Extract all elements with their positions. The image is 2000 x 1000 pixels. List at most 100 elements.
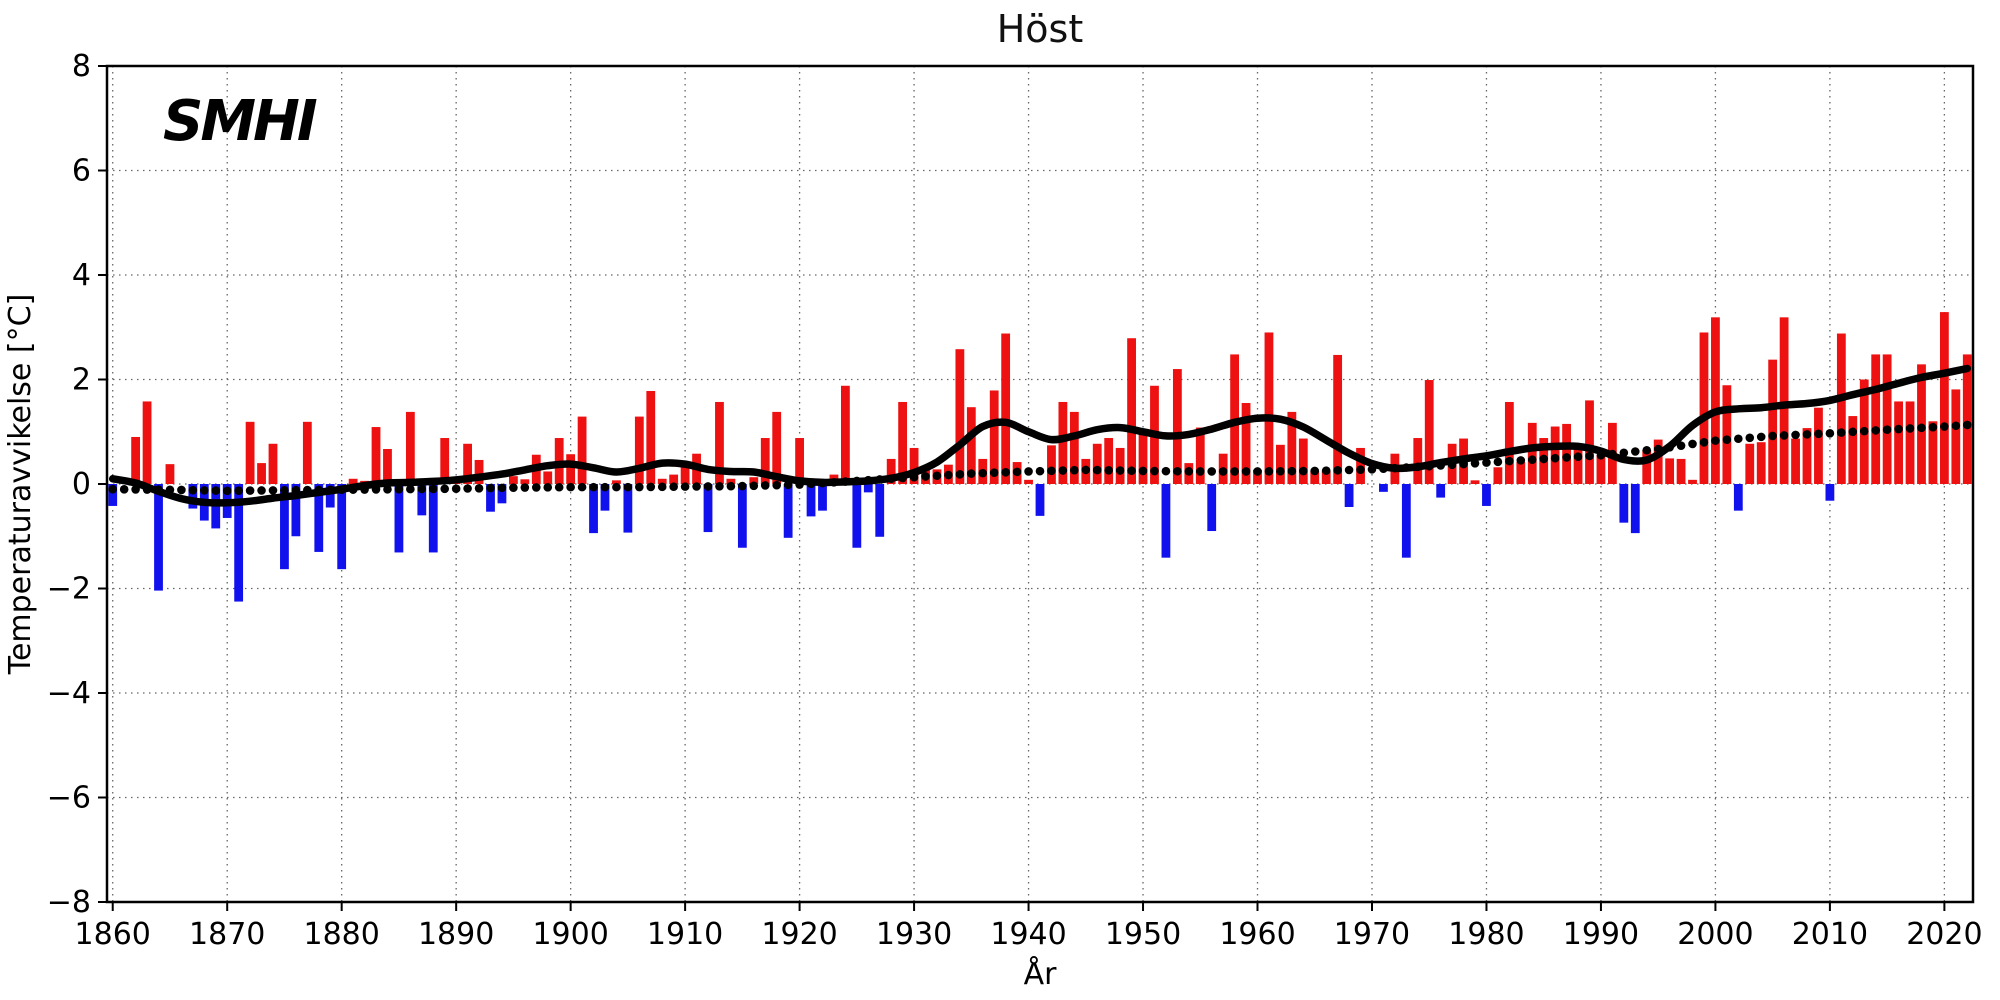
bar-2016 xyxy=(1894,401,1903,484)
bar-1867 xyxy=(188,484,198,509)
bar-1910 xyxy=(680,467,690,484)
bar-1968 xyxy=(1344,484,1354,507)
bar-1926 xyxy=(863,484,873,493)
bar-1879 xyxy=(325,484,335,508)
x-tick-1900: 1900 xyxy=(532,917,608,952)
bar-2003 xyxy=(1745,443,1755,484)
bar-1928 xyxy=(886,458,896,484)
bar-1960 xyxy=(1253,469,1262,484)
bar-1943 xyxy=(1058,401,1068,484)
bar-1993 xyxy=(1630,484,1640,534)
bar-1887 xyxy=(417,484,427,516)
bar-1874 xyxy=(268,443,278,484)
bar-1955 xyxy=(1195,427,1205,484)
bar-1883 xyxy=(371,427,381,484)
bar-1918 xyxy=(772,411,782,484)
bar-1902 xyxy=(589,484,598,534)
bar-2020 xyxy=(1939,312,1949,484)
x-tick-1960: 1960 xyxy=(1219,917,1295,952)
bar-1996 xyxy=(1665,458,1675,484)
x-tick-2020: 2020 xyxy=(1906,917,1982,952)
bar-1916 xyxy=(749,477,759,484)
bar-1965 xyxy=(1310,470,1320,484)
bar-1941 xyxy=(1035,484,1045,516)
bar-1990 xyxy=(1596,455,1606,484)
bar-1995 xyxy=(1653,439,1663,484)
bar-1875 xyxy=(280,484,289,570)
bar-1942 xyxy=(1047,445,1056,484)
bar-2001 xyxy=(1722,385,1732,484)
bar-1989 xyxy=(1585,400,1594,484)
bar-2007 xyxy=(1791,438,1800,484)
bar-2008 xyxy=(1802,428,1812,484)
bar-1871 xyxy=(234,484,244,602)
bar-2011 xyxy=(1836,333,1846,484)
bar-1973 xyxy=(1401,484,1411,558)
bar-1944 xyxy=(1069,411,1079,484)
x-tick-1930: 1930 xyxy=(876,917,952,952)
bar-1998 xyxy=(1688,479,1697,484)
y-tick--2: −2 xyxy=(47,572,91,607)
y-tick--8: −8 xyxy=(47,885,91,920)
bar-1909 xyxy=(669,474,679,484)
x-axis-label: År xyxy=(1024,956,1058,992)
bar-1888 xyxy=(428,484,438,553)
x-tick-1950: 1950 xyxy=(1105,917,1181,952)
bar-1908 xyxy=(657,478,667,484)
bar-1862 xyxy=(131,436,141,484)
bar-1938 xyxy=(1001,333,1011,484)
bar-2005 xyxy=(1768,359,1778,484)
bar-1999 xyxy=(1699,332,1709,484)
bar-2022 xyxy=(1962,354,1972,484)
bar-2010 xyxy=(1825,484,1835,501)
bar-1913 xyxy=(715,401,724,484)
bar-1900 xyxy=(566,454,576,484)
bar-1906 xyxy=(634,416,644,484)
bar-1983 xyxy=(1516,462,1526,484)
bar-2021 xyxy=(1951,389,1961,484)
bar-1904 xyxy=(612,480,621,484)
bar-1961 xyxy=(1264,332,1274,484)
x-tick-1890: 1890 xyxy=(418,917,494,952)
bar-1925 xyxy=(852,484,862,548)
bar-1892 xyxy=(474,459,484,484)
bar-1964 xyxy=(1298,438,1308,484)
bar-1889 xyxy=(440,438,450,484)
bar-1975 xyxy=(1424,380,1434,484)
bar-1929 xyxy=(898,401,908,484)
bar-1946 xyxy=(1092,443,1102,484)
smoothed-curve-layer xyxy=(108,364,1972,507)
bar-2000 xyxy=(1711,317,1720,484)
bar-1953 xyxy=(1172,369,1182,484)
bar-1950 xyxy=(1138,430,1148,484)
x-tick-1940: 1940 xyxy=(990,917,1066,952)
bar-1940 xyxy=(1024,479,1033,484)
y-axis-label: Temperaturavvikelse [°C] xyxy=(3,294,38,676)
bar-1959 xyxy=(1241,403,1251,484)
bar-1976 xyxy=(1436,484,1446,498)
bar-1935 xyxy=(966,407,976,484)
x-tick-1980: 1980 xyxy=(1448,917,1524,952)
bar-1864 xyxy=(154,484,163,591)
bar-1865 xyxy=(165,464,175,484)
y-tick-0: 0 xyxy=(72,467,91,502)
bar-1984 xyxy=(1527,422,1537,484)
bar-1948 xyxy=(1115,447,1125,484)
bar-1896 xyxy=(520,479,530,484)
bar-1947 xyxy=(1104,438,1114,484)
y-tick--6: −6 xyxy=(47,781,91,816)
bar-1937 xyxy=(989,390,999,484)
bar-1974 xyxy=(1413,438,1423,484)
bar-2015 xyxy=(1882,354,1892,484)
bar-1894 xyxy=(497,484,507,504)
x-tick-1880: 1880 xyxy=(304,917,380,952)
x-tick-1990: 1990 xyxy=(1563,917,1639,952)
bar-1878 xyxy=(314,484,324,552)
bar-1880 xyxy=(337,484,347,570)
bar-1860 xyxy=(108,484,118,506)
bar-1915 xyxy=(737,484,747,548)
bar-1979 xyxy=(1470,480,1480,484)
y-tick-2: 2 xyxy=(72,363,91,398)
x-tick-1970: 1970 xyxy=(1334,917,1410,952)
